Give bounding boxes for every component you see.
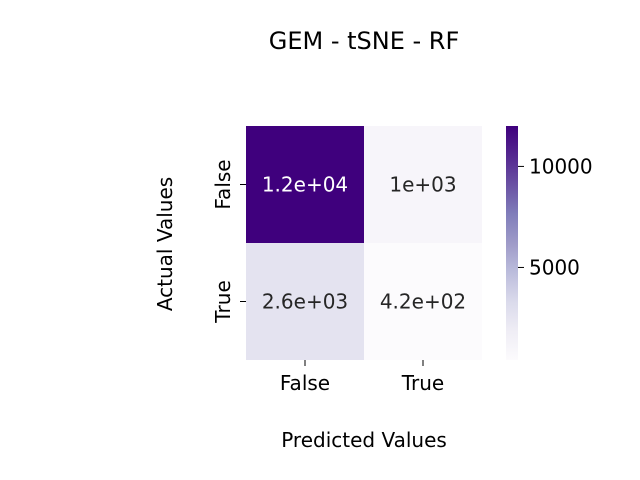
cell-annotation: 4.2e+02 — [380, 290, 466, 314]
colorbar — [506, 126, 518, 360]
heatmap-cell — [364, 243, 482, 360]
heatmap-cell — [364, 126, 482, 243]
x-tick-label: True — [401, 371, 444, 395]
colorbar-ticks: 5000 10000 — [518, 154, 593, 279]
y-tick-label: False — [211, 159, 235, 209]
colorbar-tick-label: 5000 — [529, 255, 580, 279]
chart-title: GEM - tSNE - RF — [269, 27, 460, 55]
colorbar-tick-label: 10000 — [529, 154, 593, 178]
heatmap-cell — [246, 243, 364, 360]
heatmap-cells: 1.2e+04 1e+03 2.6e+03 4.2e+02 — [246, 126, 482, 360]
cell-annotation: 2.6e+03 — [262, 290, 348, 314]
heatmap-cell — [246, 126, 364, 243]
cell-annotation: 1e+03 — [389, 173, 456, 197]
x-axis-label: Predicted Values — [281, 428, 447, 452]
y-tick-label: True — [211, 280, 235, 323]
cell-annotation: 1.2e+04 — [262, 173, 348, 197]
x-axis-ticks: False True — [280, 360, 444, 395]
y-axis-label: Actual Values — [153, 177, 177, 311]
x-tick-label: False — [280, 371, 330, 395]
y-axis-ticks: False True — [211, 159, 246, 324]
